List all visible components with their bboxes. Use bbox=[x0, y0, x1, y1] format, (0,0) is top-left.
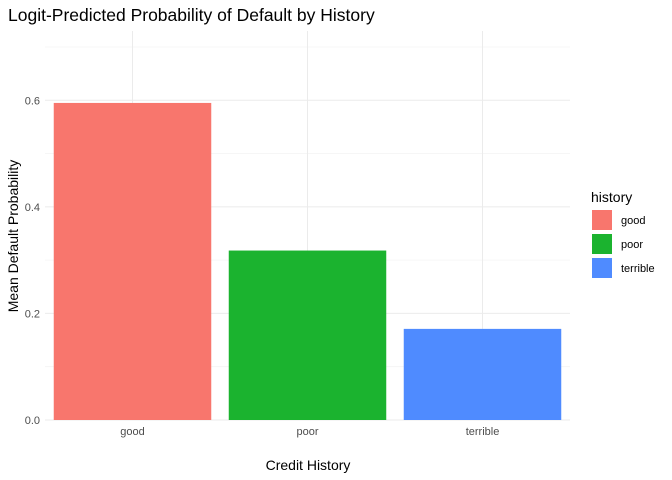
bar-terrible bbox=[403, 328, 562, 420]
y-tick-label: 0.2 bbox=[25, 308, 40, 320]
legend: history good poor terrible bbox=[591, 189, 655, 278]
legend-label-terrible: terrible bbox=[621, 263, 655, 275]
legend-title: history bbox=[591, 189, 632, 205]
legend-label-poor: poor bbox=[621, 239, 643, 251]
x-tick-label: good bbox=[120, 426, 144, 438]
y-tick-label: 0.4 bbox=[25, 202, 40, 214]
legend-items: good poor terrible bbox=[592, 210, 655, 278]
y-tick-label: 0.0 bbox=[25, 415, 40, 427]
legend-swatch-good bbox=[592, 210, 612, 230]
bars bbox=[53, 102, 562, 420]
x-axis-title: Credit History bbox=[266, 457, 351, 473]
y-tick-label: 0.6 bbox=[25, 95, 40, 107]
bar-poor bbox=[228, 250, 387, 420]
y-axis-title: Mean Default Probability bbox=[5, 160, 21, 313]
y-axis-ticks: 0.0 0.2 0.4 0.6 bbox=[25, 95, 40, 427]
legend-label-good: good bbox=[621, 215, 645, 227]
legend-swatch-terrible bbox=[592, 258, 612, 278]
legend-swatch-poor bbox=[592, 234, 612, 254]
x-tick-label: terrible bbox=[466, 426, 500, 438]
bar-good bbox=[53, 102, 212, 420]
x-axis-ticks: good poor terrible bbox=[120, 426, 499, 438]
x-tick-label: poor bbox=[296, 426, 318, 438]
chart-title: Logit-Predicted Probability of Default b… bbox=[8, 5, 375, 25]
